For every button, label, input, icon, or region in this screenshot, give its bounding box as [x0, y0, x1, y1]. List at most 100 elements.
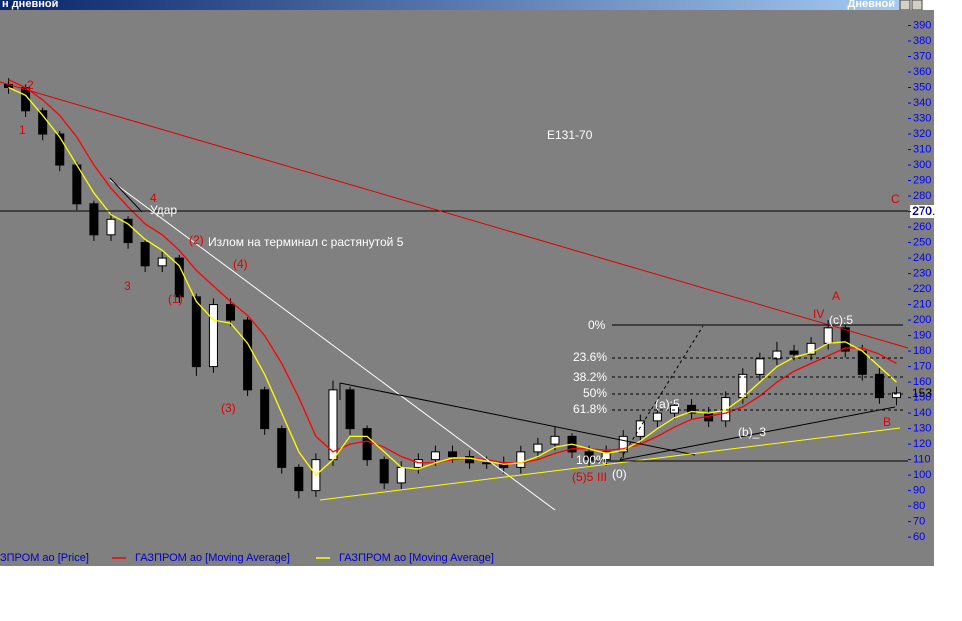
- candle-body: [550, 435, 560, 445]
- candle-body: [157, 257, 167, 267]
- y-tick-label: 300: [913, 159, 931, 171]
- annotation: 50%: [583, 386, 607, 400]
- y-tick-label: 90: [913, 485, 925, 497]
- annotation: (4): [233, 257, 248, 271]
- annotation: (1): [168, 292, 183, 306]
- annotation: III: [597, 470, 607, 484]
- candle-body: [755, 358, 765, 375]
- y-tick-label: 370: [913, 50, 931, 62]
- y-tick-label: 220: [913, 283, 931, 295]
- candle-body: [396, 466, 406, 484]
- moving-average: [8, 79, 897, 464]
- annotation: A: [832, 289, 840, 303]
- y-tick-label: 320: [913, 128, 931, 140]
- annotation: Излом на терминал с растянутой 5: [208, 235, 404, 249]
- candle-body: [584, 451, 594, 461]
- annotation: 2: [27, 78, 34, 92]
- annotation: 4: [150, 191, 157, 205]
- annotation: 61.8%: [573, 402, 607, 416]
- annotation: (a):5: [655, 397, 680, 411]
- annotation: (c):5: [829, 313, 853, 327]
- annotation: C: [891, 192, 900, 206]
- annotation: 38.2%: [573, 370, 607, 384]
- y-tick-label: 230: [913, 267, 931, 279]
- candle-body: [123, 218, 133, 244]
- y-tick-label: 380: [913, 35, 931, 47]
- y-tick-label: 170: [913, 361, 931, 373]
- trend-line: [0, 81, 909, 349]
- candle-body: [891, 392, 901, 399]
- legend-label: ГАЗПРОМ ао [Moving Average]: [339, 552, 494, 564]
- annotation: Удар: [150, 203, 177, 217]
- candle-body: [635, 420, 645, 437]
- candle-body: [806, 342, 816, 355]
- candle-body: [465, 456, 475, 464]
- window-title-right: Дневной: [848, 0, 896, 10]
- title-bar: [0, 0, 900, 10]
- candle-body: [191, 296, 201, 368]
- candle-body: [840, 327, 850, 352]
- legend-label: ГАЗПРОМ ао [Moving Average]: [135, 552, 290, 564]
- candle-body: [38, 110, 48, 135]
- y-tick-label: 330: [913, 112, 931, 124]
- candle-body: [174, 257, 184, 298]
- candle-body: [652, 412, 662, 422]
- candle-body: [874, 373, 884, 399]
- candle-body: [106, 218, 116, 236]
- y-tick-label: 160: [913, 376, 931, 388]
- y-tick-label: 180: [913, 345, 931, 357]
- y-tick-label: 250: [913, 236, 931, 248]
- restore-button[interactable]: [911, 0, 923, 11]
- y-tick-label: 110: [913, 454, 931, 466]
- trend-line: [109, 177, 143, 213]
- candle-body: [345, 389, 355, 430]
- annotation: E131-70: [547, 128, 593, 142]
- y-tick-label: 290: [913, 174, 931, 186]
- candle-body: [379, 459, 389, 484]
- candle-body: [243, 319, 253, 391]
- candle-body: [516, 451, 526, 468]
- level-label: 270.: [912, 204, 935, 218]
- y-tick-label: 60: [913, 531, 925, 543]
- candle-body: [482, 462, 492, 465]
- trend-line: [109, 179, 556, 511]
- legend: ЗПРОМ ао [Price] ГАЗПРОМ ао [Moving Avera…: [0, 552, 494, 564]
- y-tick-label: 120: [913, 438, 931, 450]
- y-tick-label: 240: [913, 252, 931, 264]
- y-tick-label: 140: [913, 407, 931, 419]
- candle-body: [687, 404, 697, 414]
- candle-body: [601, 451, 611, 461]
- y-tick-label: 200: [913, 314, 931, 326]
- annotation: 1: [19, 123, 26, 137]
- y-tick-label: 280: [913, 190, 931, 202]
- y-axis: 60 70 80 90 100 110 120 130 140 150 160 170 180 190 20…: [908, 19, 931, 543]
- candle-body: [140, 242, 150, 267]
- trend-line: [319, 427, 901, 501]
- minimize-button[interactable]: [899, 0, 911, 11]
- y-tick-label: 350: [913, 81, 931, 93]
- candle-body: [413, 459, 423, 468]
- level-box: [910, 205, 934, 218]
- annotation: B: [883, 415, 891, 429]
- y-tick-label: 390: [913, 19, 931, 31]
- candle-body: [430, 451, 440, 461]
- y-tick-label: 80: [913, 500, 925, 512]
- candle-body: [618, 435, 628, 453]
- y-tick-label: 270: [913, 205, 931, 217]
- moving-average: [8, 86, 897, 477]
- drawings: [0, 81, 909, 511]
- annotation: (3): [221, 401, 236, 415]
- chart-area: [0, 10, 934, 566]
- y-tick-label: 130: [913, 423, 931, 435]
- candle-body: [533, 443, 543, 453]
- y-tick-label: 360: [913, 66, 931, 78]
- y-tick-label: 210: [913, 298, 931, 310]
- candle-body: [362, 428, 372, 461]
- candle-body: [260, 389, 270, 430]
- annotation: (0): [612, 467, 627, 481]
- candle-body: [294, 466, 304, 492]
- y-tick-label: 70: [913, 516, 925, 528]
- y-tick-label: 190: [913, 329, 931, 341]
- annotation: 23.6%: [573, 350, 607, 364]
